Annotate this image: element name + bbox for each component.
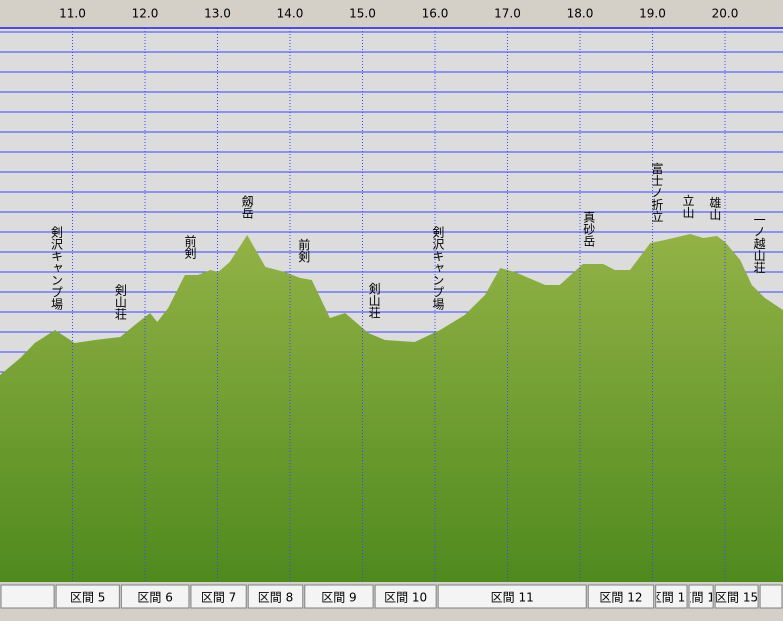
- annotation: 立山: [681, 193, 695, 218]
- x-tick-label: 20.0: [712, 7, 739, 21]
- section-label: 区間 7: [201, 591, 236, 605]
- x-axis-strip: [0, 0, 783, 28]
- annotation: 雄山: [708, 195, 722, 220]
- section-box: [304, 584, 374, 609]
- section-label: 区間 10: [384, 591, 427, 605]
- annotation: 前剣: [183, 234, 197, 259]
- section-box: [247, 584, 304, 609]
- x-tick-label: 16.0: [422, 7, 449, 21]
- section-box: [714, 584, 759, 609]
- x-tick-label: 15.0: [349, 7, 376, 21]
- annotation: 劔岳: [240, 195, 254, 219]
- section-label: 区間 13: [650, 591, 693, 605]
- x-tick-label: 19.0: [639, 7, 666, 21]
- x-tick-label: 14.0: [277, 7, 304, 21]
- section-box: [55, 584, 120, 609]
- section-label: 区間 15: [715, 591, 758, 605]
- section-box: [759, 584, 783, 609]
- section-label: 区間 14: [680, 591, 723, 605]
- section-box: [688, 584, 714, 609]
- annotation: 前剣: [297, 237, 311, 262]
- section-box: [374, 584, 437, 609]
- section-label: 区間 11: [491, 591, 534, 605]
- annotation: 剣沢キャンプ場: [431, 226, 445, 311]
- section-box: [655, 584, 688, 609]
- section-box: [587, 584, 655, 609]
- x-tick-label: 12.0: [132, 7, 159, 21]
- section-box: [190, 584, 247, 609]
- annotation: 剣沢キャンプ場: [50, 226, 64, 311]
- section-box: [120, 584, 190, 609]
- section-label: 区間 12: [599, 591, 642, 605]
- x-tick-label: 18.0: [567, 7, 594, 21]
- x-tick-label: 17.0: [494, 7, 521, 21]
- annotation: 一ノ越山荘: [752, 213, 766, 274]
- section-label: 区間 5: [70, 591, 105, 605]
- annotation: 真砂岳: [582, 211, 596, 247]
- section-label: 区間 9: [321, 591, 356, 605]
- x-tick-label: 13.0: [204, 7, 231, 21]
- annotation: 剣山荘: [113, 284, 127, 321]
- section-box: [0, 584, 55, 609]
- section-box: [437, 584, 587, 609]
- annotation: 富士ノ折立: [650, 161, 664, 222]
- section-label: 区間 8: [258, 591, 293, 605]
- annotation: 剣山荘: [367, 282, 381, 319]
- x-tick-label: 11.0: [59, 7, 86, 21]
- section-label: 区間 6: [137, 591, 172, 605]
- elevation-area: [0, 234, 783, 582]
